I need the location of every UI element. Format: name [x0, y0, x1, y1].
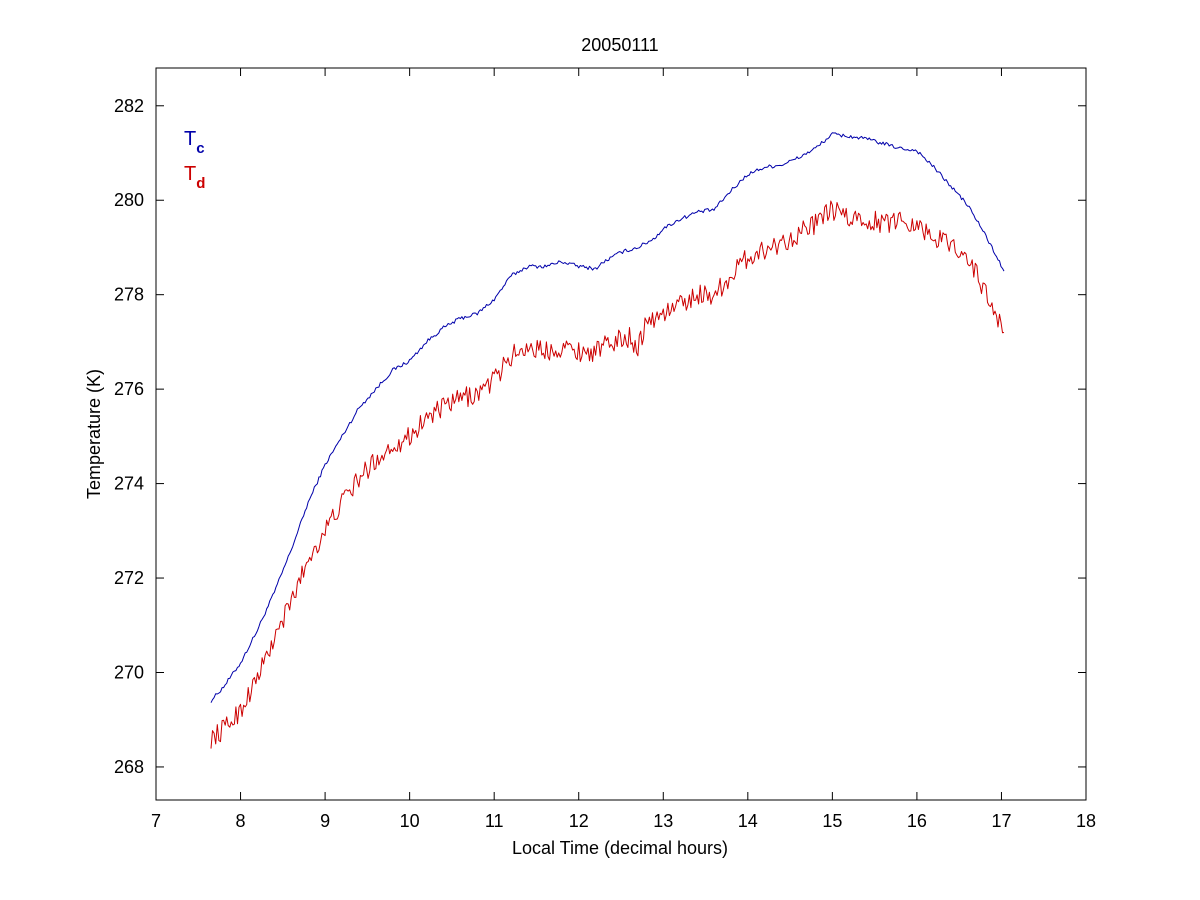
x-tick-label: 8	[236, 811, 246, 831]
y-tick-label: 280	[114, 190, 144, 210]
x-tick-label: 10	[400, 811, 420, 831]
y-tick-label: 270	[114, 662, 144, 682]
legend-tc-sub: c	[196, 140, 204, 157]
x-tick-label: 7	[151, 811, 161, 831]
y-tick-label: 282	[114, 96, 144, 116]
plot-area	[155, 67, 1087, 801]
series-line-td	[210, 200, 1005, 749]
x-tick-label: 15	[822, 811, 842, 831]
legend-td-main: T	[184, 163, 196, 185]
y-tick-label: 272	[114, 568, 144, 588]
x-tick-label: 18	[1076, 811, 1096, 831]
legend-td-sub: d	[196, 175, 205, 192]
y-tick-label: 274	[114, 474, 144, 494]
legend: Tc Td	[184, 128, 205, 192]
legend-entry-td: Td	[184, 163, 205, 192]
y-axis-label: Temperature (K)	[84, 369, 104, 499]
x-tick-label: 9	[320, 811, 330, 831]
x-tick-label: 16	[907, 811, 927, 831]
y-tick-label: 276	[114, 379, 144, 399]
series-line-tc	[210, 132, 1005, 703]
x-axis: 7 8 9 10 11 12 13 14 15 16 17 18	[151, 68, 1096, 831]
x-tick-label: 14	[738, 811, 758, 831]
legend-entry-tc: Tc	[184, 128, 205, 157]
y-tick-label: 268	[114, 757, 144, 777]
x-tick-label: 11	[485, 811, 504, 831]
x-tick-label: 13	[653, 811, 673, 831]
x-tick-label: 17	[991, 811, 1011, 831]
series-layer	[210, 132, 1005, 749]
chart-title: 20050111	[581, 35, 658, 55]
legend-tc-main: T	[184, 128, 196, 150]
y-axis: 268 270 272 274 276 278 280 282	[114, 96, 1086, 777]
x-axis-label: Local Time (decimal hours)	[512, 838, 728, 858]
x-tick-label: 12	[569, 811, 589, 831]
plot-frame	[155, 67, 1087, 801]
y-tick-label: 278	[114, 285, 144, 305]
